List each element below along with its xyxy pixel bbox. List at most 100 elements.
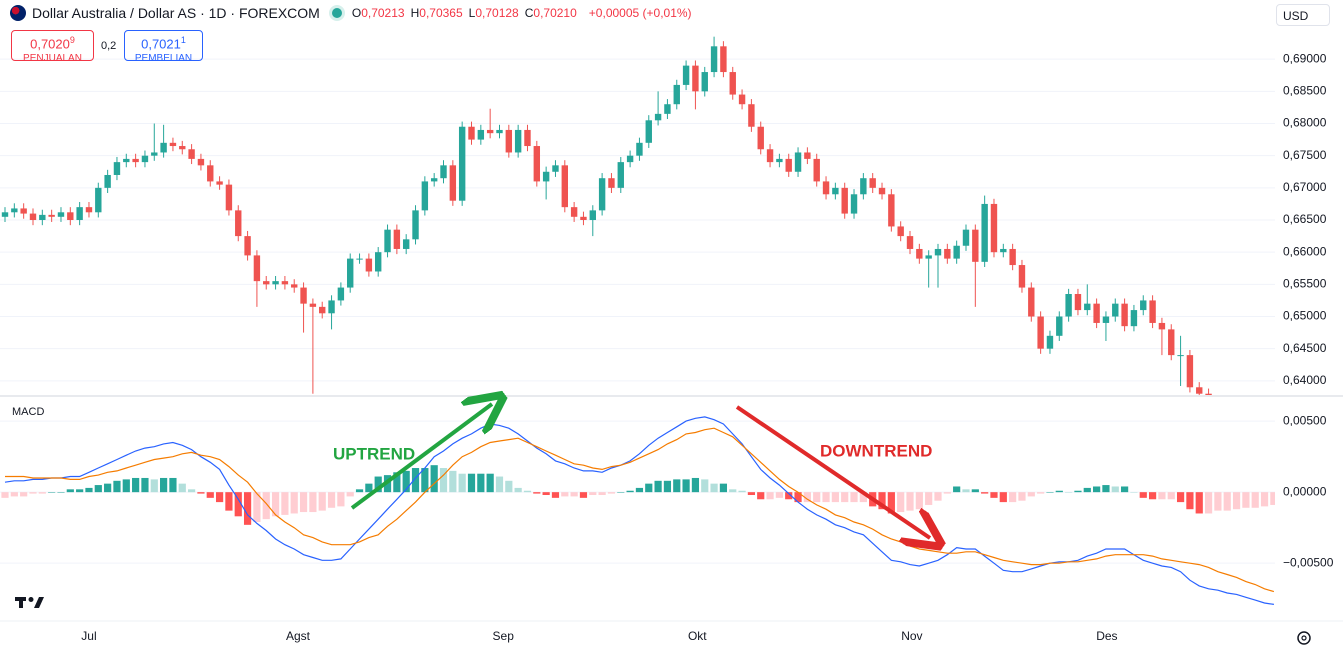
buy-price: 0,7021 <box>141 36 181 52</box>
ohlc-label: L <box>468 6 476 20</box>
histogram-bar <box>505 480 513 493</box>
candle-body <box>207 165 214 182</box>
ohlc-values: O0,70213 H0,70365 L0,70128 C0,70210 <box>352 6 583 20</box>
candle-body <box>1224 403 1230 406</box>
histogram-bar <box>495 476 504 493</box>
candle-body <box>151 152 158 156</box>
candle-body <box>962 229 970 246</box>
candle-body <box>281 281 289 285</box>
candle-body <box>710 46 718 73</box>
candle-body <box>580 216 587 221</box>
candle-body <box>748 104 755 127</box>
histogram-bar <box>449 470 457 493</box>
candle-body <box>542 171 550 182</box>
histogram-bar <box>467 473 476 493</box>
candle-body <box>1 212 9 217</box>
histogram-bar <box>393 472 401 493</box>
candle-body <box>272 281 279 285</box>
candle-body <box>878 187 886 195</box>
histogram-bar <box>1009 492 1017 503</box>
histogram-bar <box>719 483 728 493</box>
histogram-bar <box>29 492 37 494</box>
histogram-bar <box>66 489 74 493</box>
histogram-bar <box>141 477 149 493</box>
histogram-bar <box>570 492 578 497</box>
y-tick-label: 0,00500 <box>1283 413 1327 427</box>
candle-body <box>934 248 942 256</box>
histogram-bar <box>57 492 65 493</box>
histogram-bar <box>477 473 485 493</box>
histogram-bar <box>906 492 914 511</box>
histogram-bar <box>757 492 765 500</box>
candle-body <box>57 212 65 217</box>
ohlc-label: H <box>410 6 420 20</box>
candle-body <box>1112 303 1119 317</box>
histogram-bar <box>533 492 541 494</box>
buy-button[interactable]: 0,70211 PEMBELIAN <box>124 30 203 64</box>
candle-body <box>1065 293 1072 317</box>
candle-body <box>253 255 261 282</box>
histogram-bar <box>337 492 345 507</box>
candle-body <box>990 203 998 253</box>
candle-body <box>1130 310 1138 327</box>
symbol-title[interactable]: Dollar Australia / Dollar AS · 1D · FORE… <box>32 5 320 21</box>
histogram-bar <box>486 473 494 493</box>
ohlc-value: 0,70365 <box>419 6 463 20</box>
histogram-bar <box>281 492 289 515</box>
buy-pip: 1 <box>180 35 186 45</box>
histogram-bar <box>113 480 121 493</box>
candle-body <box>319 306 326 314</box>
candle-body <box>916 248 923 259</box>
y-tick-label: 0,64500 <box>1283 341 1327 355</box>
histogram-bar <box>915 492 923 510</box>
candle-body <box>1233 403 1239 413</box>
sell-price: 0,7020 <box>30 36 70 52</box>
histogram-bar <box>1130 492 1138 493</box>
histogram-bar <box>1195 492 1203 514</box>
candle-body <box>757 126 764 150</box>
candle-body <box>337 287 345 301</box>
candle-body <box>1271 426 1277 429</box>
candle-body <box>132 158 139 163</box>
histogram-bar <box>225 492 233 511</box>
candle-body <box>636 142 643 156</box>
candle-body <box>1102 316 1110 323</box>
candle-body <box>123 158 130 163</box>
histogram-bar <box>150 479 158 493</box>
histogram-bar <box>411 468 420 493</box>
histogram-bar <box>206 492 214 498</box>
y-tick-label: 0,65000 <box>1283 309 1327 323</box>
candle-body <box>235 210 242 237</box>
histogram-bar <box>841 492 849 503</box>
x-tick-label: Okt <box>688 629 707 643</box>
candle-body <box>608 178 615 188</box>
candle-body <box>785 158 792 172</box>
histogram-bar <box>1251 492 1259 508</box>
sell-label: PENJUALAN <box>23 53 82 65</box>
uptrend-arrow <box>350 404 492 510</box>
candle-body <box>664 104 671 114</box>
candle-body <box>841 187 848 214</box>
candle-body <box>67 212 74 221</box>
histogram-bar <box>813 492 821 503</box>
settings-icon[interactable] <box>1297 631 1311 645</box>
histogram-bar <box>747 492 755 496</box>
currency-selector[interactable]: USD <box>1276 4 1330 26</box>
candle-body <box>468 126 475 140</box>
candle-body <box>850 194 858 214</box>
y-tick-label: −0,00500 <box>1283 555 1334 569</box>
candle-body <box>617 162 624 188</box>
histogram-bar <box>439 468 448 493</box>
spread: 0,2 <box>101 40 117 52</box>
candle-body <box>160 142 167 153</box>
candle-body <box>720 46 727 73</box>
histogram-bar <box>355 489 364 493</box>
sell-button[interactable]: 0,70209 PENJUALAN <box>11 30 94 64</box>
histogram-bar <box>822 492 830 503</box>
candle-body <box>141 155 149 163</box>
candle-body <box>1056 316 1063 336</box>
candle-body <box>888 194 895 227</box>
histogram-bar <box>1204 492 1213 514</box>
histogram-bar <box>803 492 811 503</box>
histogram-bar <box>1018 492 1026 501</box>
